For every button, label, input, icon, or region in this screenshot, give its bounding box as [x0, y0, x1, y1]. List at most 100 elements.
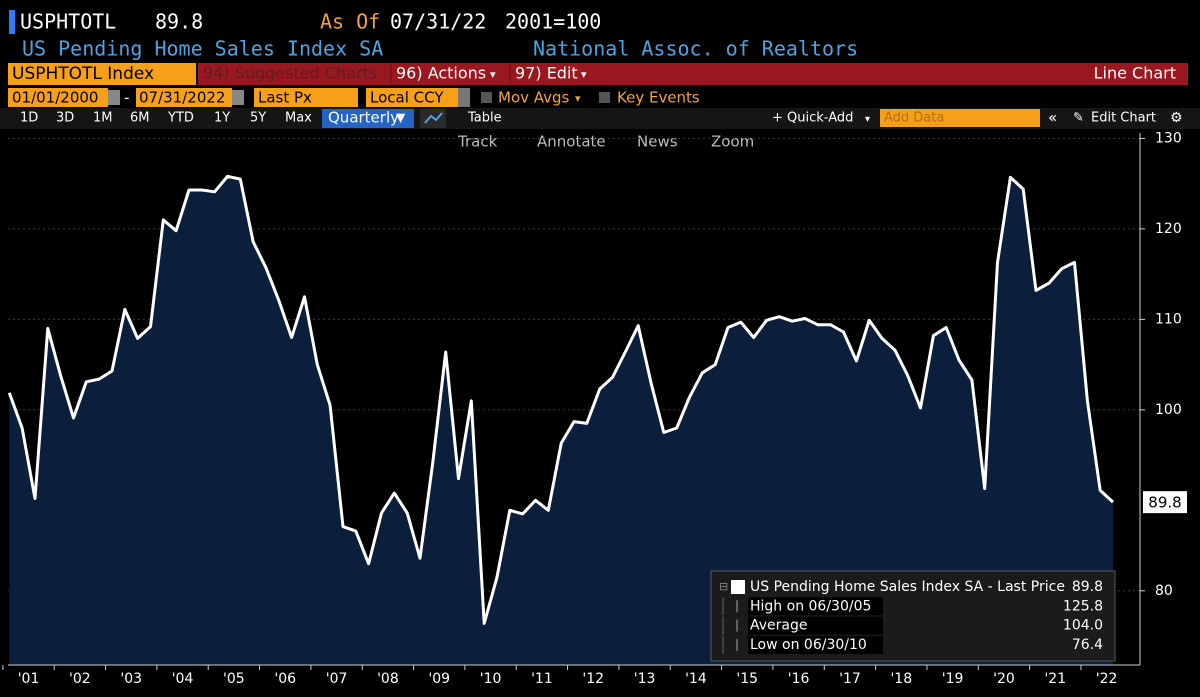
frequency-button[interactable]: [322, 109, 414, 128]
zoom-tool[interactable]: Zoom: [711, 133, 754, 151]
y-tick-label: 100: [1155, 402, 1182, 418]
end-date[interactable]: 07/31/2022: [139, 89, 225, 107]
x-tick-label: '15: [736, 671, 758, 687]
legend-highlight: [748, 597, 883, 616]
field[interactable]: Last Px: [258, 89, 312, 107]
x-tick-label: '01: [18, 671, 40, 687]
ticker: USPHTOTL: [20, 10, 116, 34]
menu-suggested[interactable]: 94) Suggested Charts: [203, 64, 377, 83]
period-button[interactable]: Max: [285, 111, 312, 126]
x-tick-label: '20: [993, 671, 1015, 687]
x-tick-label: '16: [788, 671, 810, 687]
menu-actions[interactable]: 96) Actions: [396, 64, 486, 83]
x-tick-label: '03: [120, 671, 142, 687]
stat-value: 104.0: [1063, 618, 1103, 634]
x-tick-label: '13: [634, 671, 656, 687]
key-events[interactable]: Key Events: [617, 89, 700, 107]
currency[interactable]: Local CCY: [370, 89, 444, 107]
dropdown-arrow: ▾: [575, 92, 581, 105]
calendar-icon[interactable]: [232, 90, 244, 105]
currency-field[interactable]: [366, 88, 458, 107]
period-button[interactable]: 1M: [93, 111, 113, 126]
x-tick-label: '09: [428, 671, 450, 687]
legend-value: 89.8: [1072, 579, 1103, 595]
x-tick-label: '18: [890, 671, 912, 687]
stat-label: Low on 06/30/10: [750, 637, 867, 653]
add-data-field[interactable]: [880, 109, 1040, 127]
x-tick-label: '04: [172, 671, 194, 687]
news-tool[interactable]: News: [637, 133, 678, 151]
period-button[interactable]: 1Y: [214, 111, 230, 126]
period-button[interactable]: YTD: [167, 111, 194, 126]
dropdown-arrow: ▾: [581, 68, 587, 81]
stat-value: 125.8: [1063, 598, 1103, 614]
x-tick-label: '14: [685, 671, 707, 687]
period-button[interactable]: 5Y: [250, 111, 266, 126]
start-date-field[interactable]: [8, 88, 108, 107]
base: 2001=100: [505, 10, 601, 34]
legend-highlight: [748, 635, 883, 654]
line: [7, 174, 1115, 625]
menu-edit[interactable]: 97) Edit: [515, 64, 578, 83]
dash: -: [124, 89, 129, 107]
security-name: US Pending Home Sales Index SA: [22, 37, 383, 61]
period-button[interactable]: 6M: [130, 111, 150, 126]
frequency[interactable]: Quarterly: [328, 109, 399, 127]
dropdown-arrow: ▾: [865, 114, 870, 125]
y-tick-label: 110: [1155, 311, 1182, 327]
x-tick-label: '05: [223, 671, 245, 687]
period-button[interactable]: 3D: [56, 111, 74, 126]
menu-bar: [198, 63, 1188, 85]
dropdown-arrow: ▾: [490, 68, 496, 81]
x-tick-label: '02: [69, 671, 91, 687]
checkbox[interactable]: [599, 92, 610, 103]
end-date-field[interactable]: [136, 88, 232, 107]
plot: [7, 137, 1140, 665]
track-tool[interactable]: Track: [457, 133, 498, 151]
stat-label: Average: [750, 618, 808, 634]
calendar-icon[interactable]: [108, 90, 120, 105]
y-tick-label: 130: [1155, 130, 1182, 146]
chart-icon: [424, 112, 443, 124]
period-button[interactable]: 1D: [20, 111, 38, 126]
stat-value: 76.4: [1072, 637, 1103, 653]
currency-dropdown[interactable]: [458, 88, 470, 107]
legend-swatch: [731, 580, 745, 594]
security[interactable]: USPHTOTL Index: [12, 64, 154, 84]
security-field[interactable]: [8, 63, 196, 85]
last-value-label: 89.8: [1148, 494, 1181, 512]
area: [9, 176, 1113, 665]
legend-label: US Pending Home Sales Index SA - Last Pr…: [750, 579, 1065, 595]
quick-add[interactable]: + Quick-Add: [772, 111, 853, 126]
annotate-tool[interactable]: Annotate: [537, 133, 606, 151]
x-tick-label: '22: [1096, 671, 1118, 687]
as-of-label: As Of: [320, 10, 380, 34]
last-value-box: [1143, 491, 1187, 514]
start-date[interactable]: 01/01/2000: [12, 89, 98, 107]
x-tick-label: '17: [839, 671, 861, 687]
x-tick-label: '11: [531, 671, 553, 687]
checkbox[interactable]: [481, 92, 492, 103]
field-field[interactable]: [254, 88, 358, 107]
edit-chart[interactable]: Edit Chart: [1091, 111, 1156, 126]
marker: [9, 10, 15, 34]
x-tick-label: '08: [377, 671, 399, 687]
collapse[interactable]: «: [1048, 109, 1057, 127]
add-data[interactable]: Add Data: [884, 111, 944, 126]
last-price: 89.8: [155, 10, 203, 34]
x-tick-label: '07: [326, 671, 348, 687]
table-button[interactable]: Table: [467, 111, 502, 126]
chart-kind: Line Chart: [1094, 64, 1176, 83]
legend-highlight: [748, 616, 883, 635]
legend-toggle: ⊟: [719, 580, 728, 593]
dropdown-arrow: ▼: [396, 111, 406, 125]
x-tick-label: '12: [582, 671, 604, 687]
pencil-icon: ✎: [1073, 111, 1084, 126]
y-tick-label: 120: [1155, 221, 1182, 237]
settings-icon[interactable]: ⚙: [1170, 110, 1183, 126]
x-tick-label: '21: [1044, 671, 1066, 687]
mov-avgs[interactable]: Mov Avgs: [498, 89, 570, 107]
